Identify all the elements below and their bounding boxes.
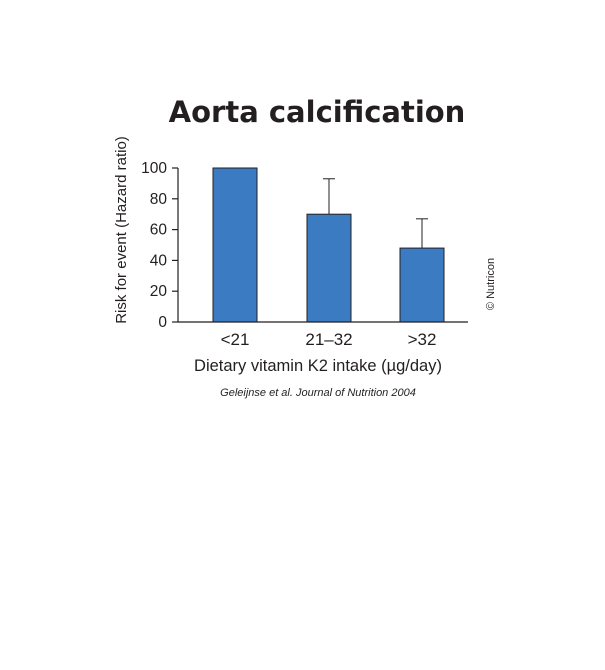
error-bar [323,178,335,215]
y-axis-ticks: 0 20 40 60 80 100 [141,160,178,331]
y-axis-label: Risk for event (Hazard ratio) [113,136,130,324]
copyright-text: © Nutricon [485,258,497,310]
y-tick-label: 40 [150,252,168,269]
y-tick-label: 20 [150,283,168,300]
bar [306,213,352,323]
y-tick-label: 60 [150,222,168,239]
citation-text: Geleijnse et al. Journal of Nutrition 20… [220,387,416,399]
error-bars [323,178,428,249]
y-tick-label: 100 [141,160,167,177]
error-bar [416,218,428,249]
y-tick-label: 80 [150,191,168,208]
bar [399,247,445,323]
x-axis-categories: <21 21–32 >32 [221,330,437,349]
chart-title: Aorta calcification [169,95,466,129]
y-tick-label: 0 [158,314,167,331]
x-category-label: >32 [408,330,437,349]
x-category-label: <21 [221,330,250,349]
x-axis-label: Dietary vitamin K2 intake (µg/day) [194,357,442,375]
x-category-label: 21–32 [305,330,352,349]
bar [212,167,258,323]
bars [212,167,445,323]
